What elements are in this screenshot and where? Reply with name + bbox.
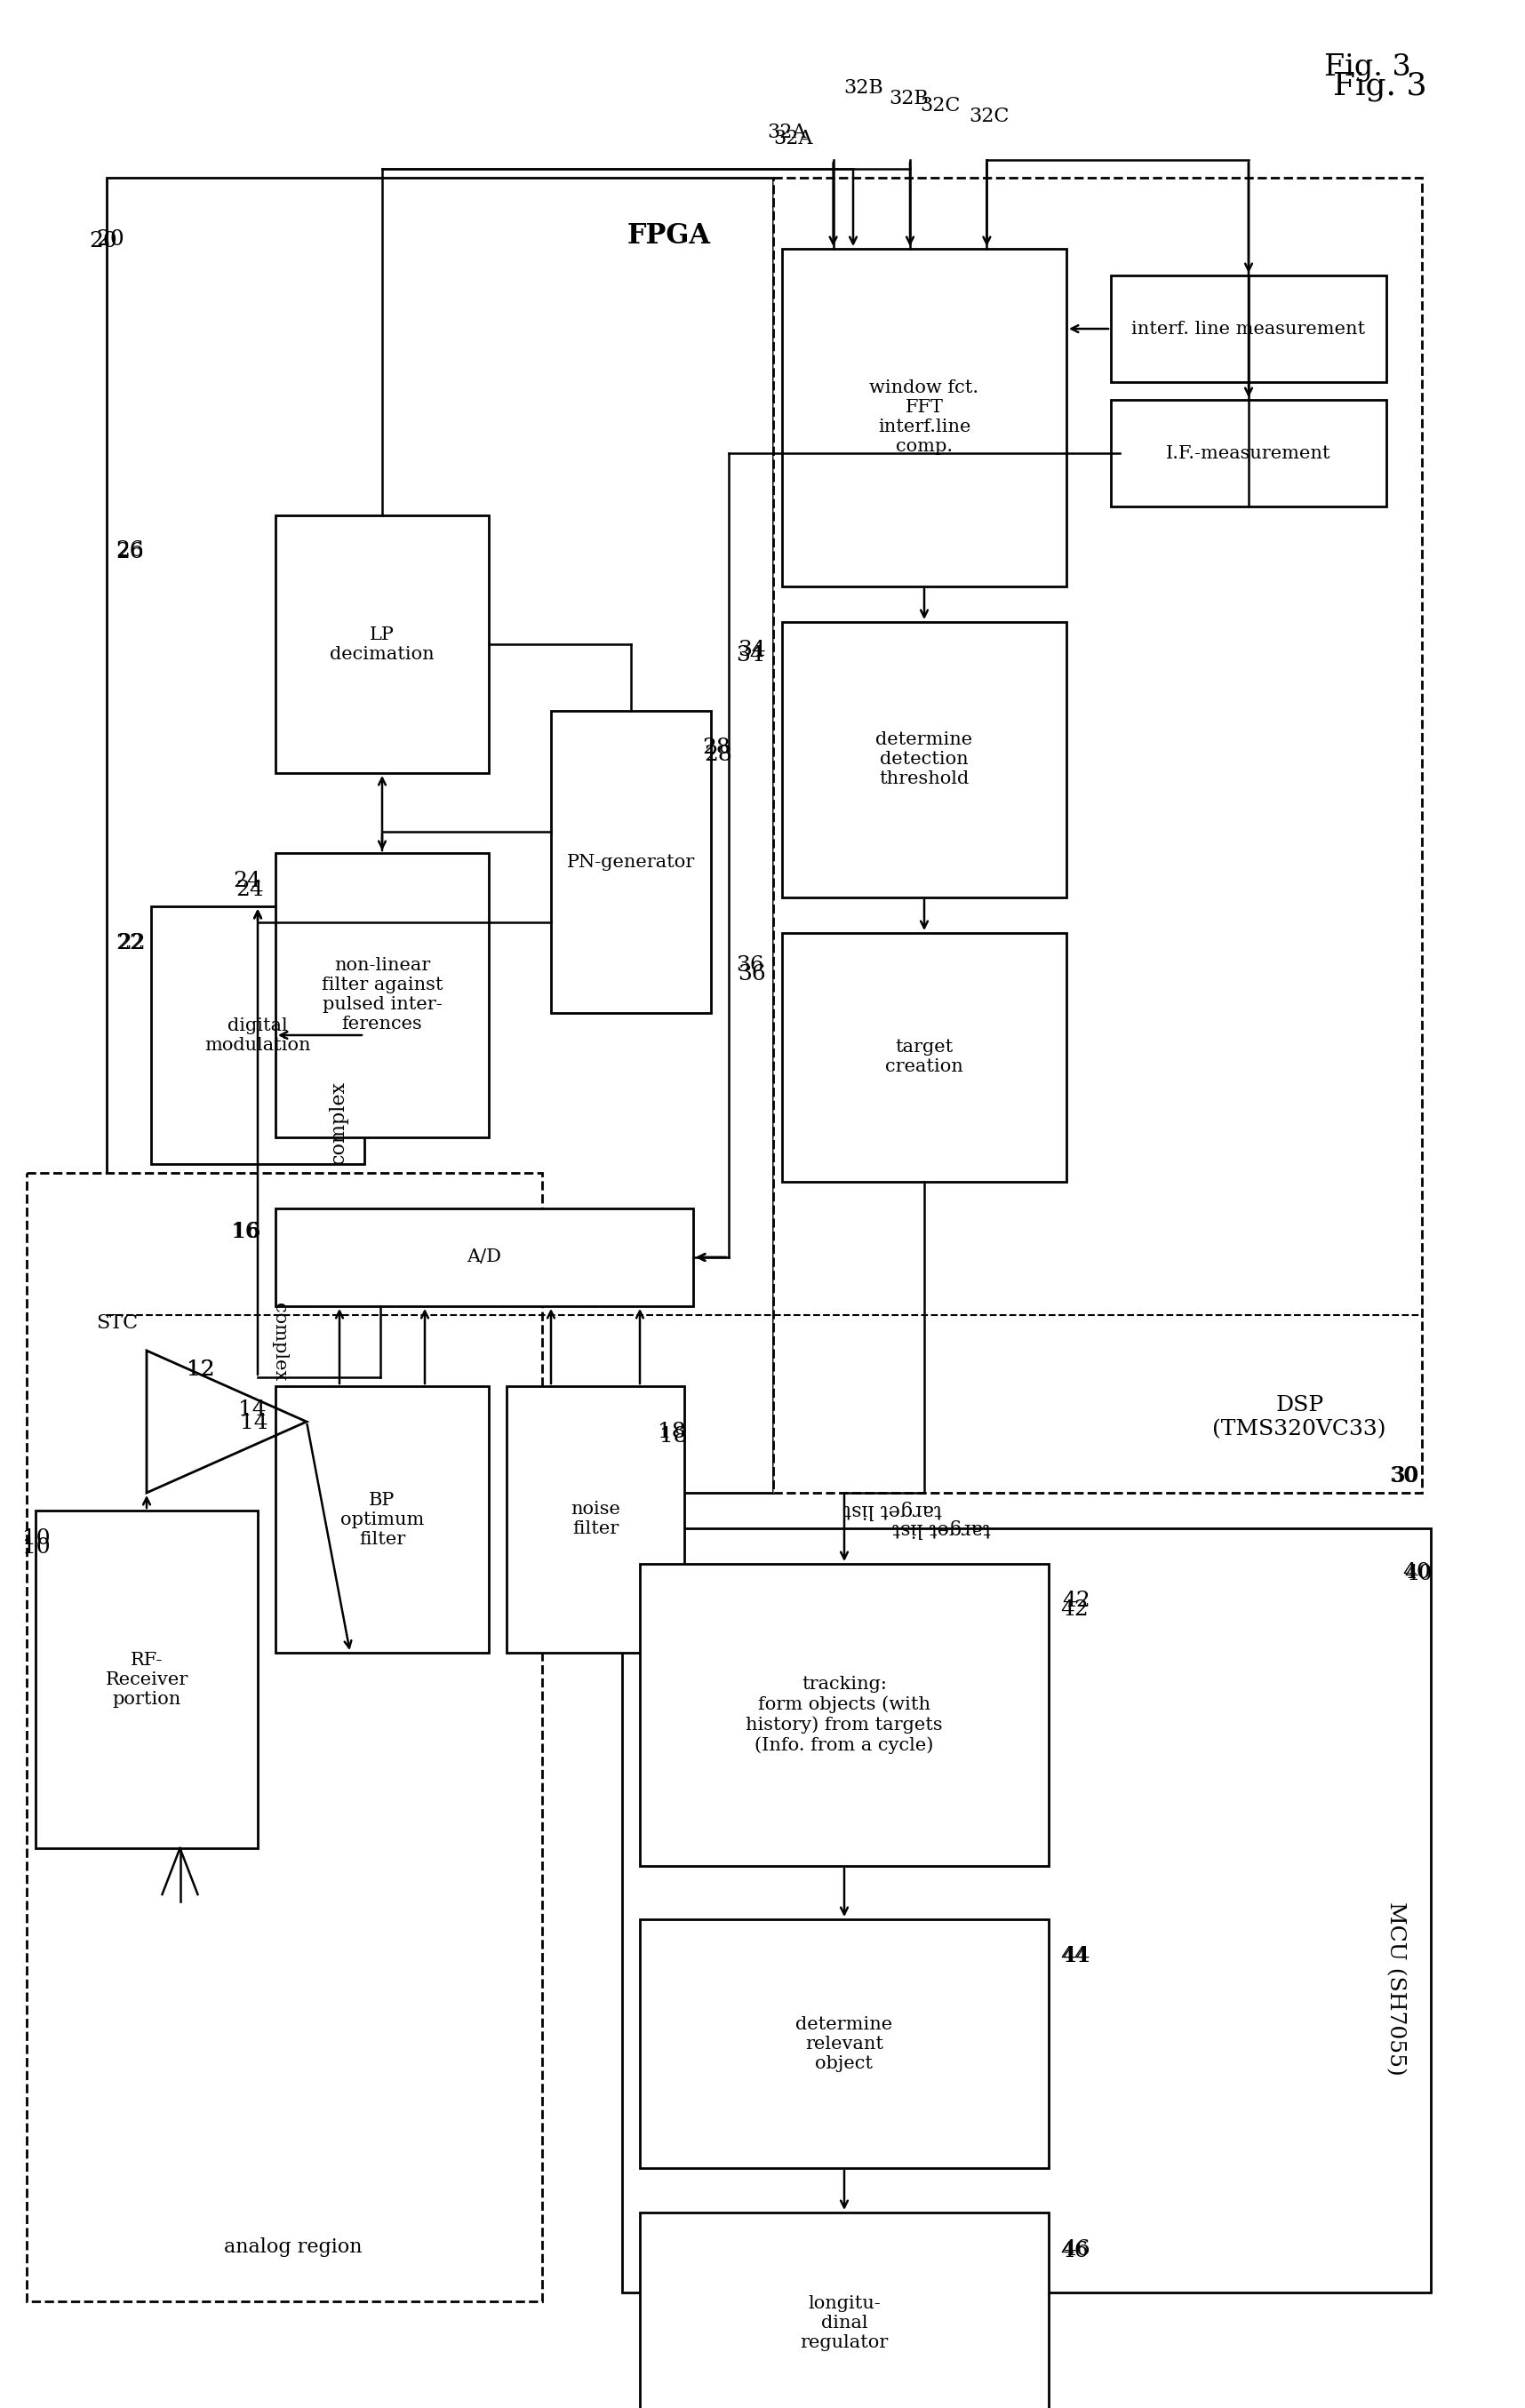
Text: 26: 26	[116, 542, 143, 563]
Text: 40: 40	[1405, 1563, 1432, 1584]
Text: 36: 36	[738, 963, 766, 985]
Text: 12: 12	[186, 1361, 215, 1380]
Bar	[640, 1563, 1049, 1866]
Text: target list: target list	[892, 1519, 991, 1539]
Bar	[773, 178, 1421, 1493]
Text: 22: 22	[117, 932, 145, 954]
Text: 18: 18	[657, 1421, 686, 1442]
Text: Fig. 3: Fig. 3	[1324, 53, 1411, 82]
Text: longitu-
dinal
regulator: longitu- dinal regulator	[801, 2295, 889, 2353]
Bar	[276, 1387, 490, 1652]
Text: Fig. 3: Fig. 3	[1333, 72, 1427, 101]
Text: 30: 30	[1389, 1466, 1417, 1486]
Text: determine
relevant
object: determine relevant object	[796, 2015, 892, 2071]
Text: 16: 16	[233, 1221, 261, 1243]
Text: A/D: A/D	[467, 1250, 502, 1267]
Text: LP
decimation: LP decimation	[329, 626, 435, 662]
Text: target list: target list	[843, 1500, 942, 1519]
Text: 36: 36	[737, 956, 764, 975]
Bar	[782, 248, 1066, 588]
Bar	[782, 932, 1066, 1182]
Text: 32C: 32C	[968, 106, 1010, 125]
Bar	[622, 1529, 1430, 2292]
Bar	[276, 852, 490, 1137]
Text: determine
detection
threshold: determine detection threshold	[875, 732, 973, 787]
Text: 42: 42	[1061, 1592, 1090, 1611]
Text: 10: 10	[23, 1536, 50, 1558]
Text: 32A: 32A	[773, 130, 813, 149]
Text: 46: 46	[1061, 2239, 1090, 2259]
Text: 32A: 32A	[767, 123, 807, 142]
Bar	[640, 2213, 1049, 2408]
Bar	[551, 710, 711, 1014]
Text: 12: 12	[186, 1361, 215, 1380]
Text: target
creation: target creation	[884, 1040, 964, 1076]
Text: 24: 24	[233, 872, 261, 891]
Text: 20: 20	[88, 231, 117, 250]
Bar	[276, 515, 490, 773]
Text: 22: 22	[116, 932, 143, 954]
Text: 44: 44	[1061, 1946, 1090, 1967]
Text: 32C: 32C	[920, 96, 961, 116]
Text: 30: 30	[1391, 1466, 1420, 1486]
Bar	[1110, 275, 1386, 383]
Text: non-linear
filter against
pulsed inter-
ferences: non-linear filter against pulsed inter- …	[322, 958, 442, 1033]
Text: window fct.
FFT
interf.line
comp.: window fct. FFT interf.line comp.	[869, 380, 979, 455]
Text: 24: 24	[235, 879, 264, 901]
Text: complex: complex	[271, 1303, 288, 1380]
Bar	[151, 905, 364, 1163]
Text: digital
modulation: digital modulation	[204, 1016, 311, 1052]
Text: 18: 18	[659, 1426, 688, 1447]
Text: 46: 46	[1060, 2242, 1089, 2261]
Text: 34: 34	[737, 645, 764, 665]
Text: STC: STC	[96, 1312, 137, 1334]
Text: DSP
(TMS320VC33): DSP (TMS320VC33)	[1212, 1394, 1386, 1440]
Text: 42: 42	[1060, 1599, 1089, 1621]
Text: 16: 16	[232, 1221, 259, 1243]
Text: 20: 20	[96, 229, 124, 250]
Text: 40: 40	[1403, 1563, 1430, 1582]
Bar	[26, 1173, 541, 2302]
Bar	[276, 1209, 694, 1305]
Text: 28: 28	[702, 737, 730, 759]
Text: I.F.-measurement: I.F.-measurement	[1167, 445, 1331, 462]
Text: BP
optimum
filter: BP optimum filter	[340, 1491, 424, 1548]
Text: complex: complex	[329, 1081, 348, 1163]
Text: RF-
Receiver
portion: RF- Receiver portion	[105, 1652, 188, 1707]
Text: 10: 10	[23, 1529, 50, 1548]
Text: 28: 28	[705, 744, 732, 766]
Text: MCU (SH7055): MCU (SH7055)	[1385, 1902, 1406, 2076]
Text: noise
filter: noise filter	[570, 1500, 621, 1539]
Text: 32B: 32B	[843, 77, 883, 99]
Bar	[1110, 400, 1386, 506]
Text: 34: 34	[738, 641, 766, 660]
Text: interf. line measurement: interf. line measurement	[1132, 320, 1365, 337]
Bar	[640, 1919, 1049, 2167]
Bar	[35, 1510, 258, 1849]
Text: 14: 14	[239, 1413, 268, 1433]
Text: analog region: analog region	[224, 2237, 363, 2256]
Text: 14: 14	[238, 1399, 267, 1421]
Text: FPGA: FPGA	[627, 222, 711, 250]
Text: 32B: 32B	[889, 89, 929, 108]
Text: tracking:
form objects (with
history) from targets
(Info. from a cycle): tracking: form objects (with history) fr…	[746, 1676, 942, 1753]
Text: 26: 26	[116, 539, 143, 561]
Bar	[506, 1387, 685, 1652]
Text: 44: 44	[1060, 1946, 1089, 1967]
Bar	[107, 178, 773, 1493]
Bar	[782, 621, 1066, 898]
Text: PN-generator: PN-generator	[567, 852, 695, 869]
